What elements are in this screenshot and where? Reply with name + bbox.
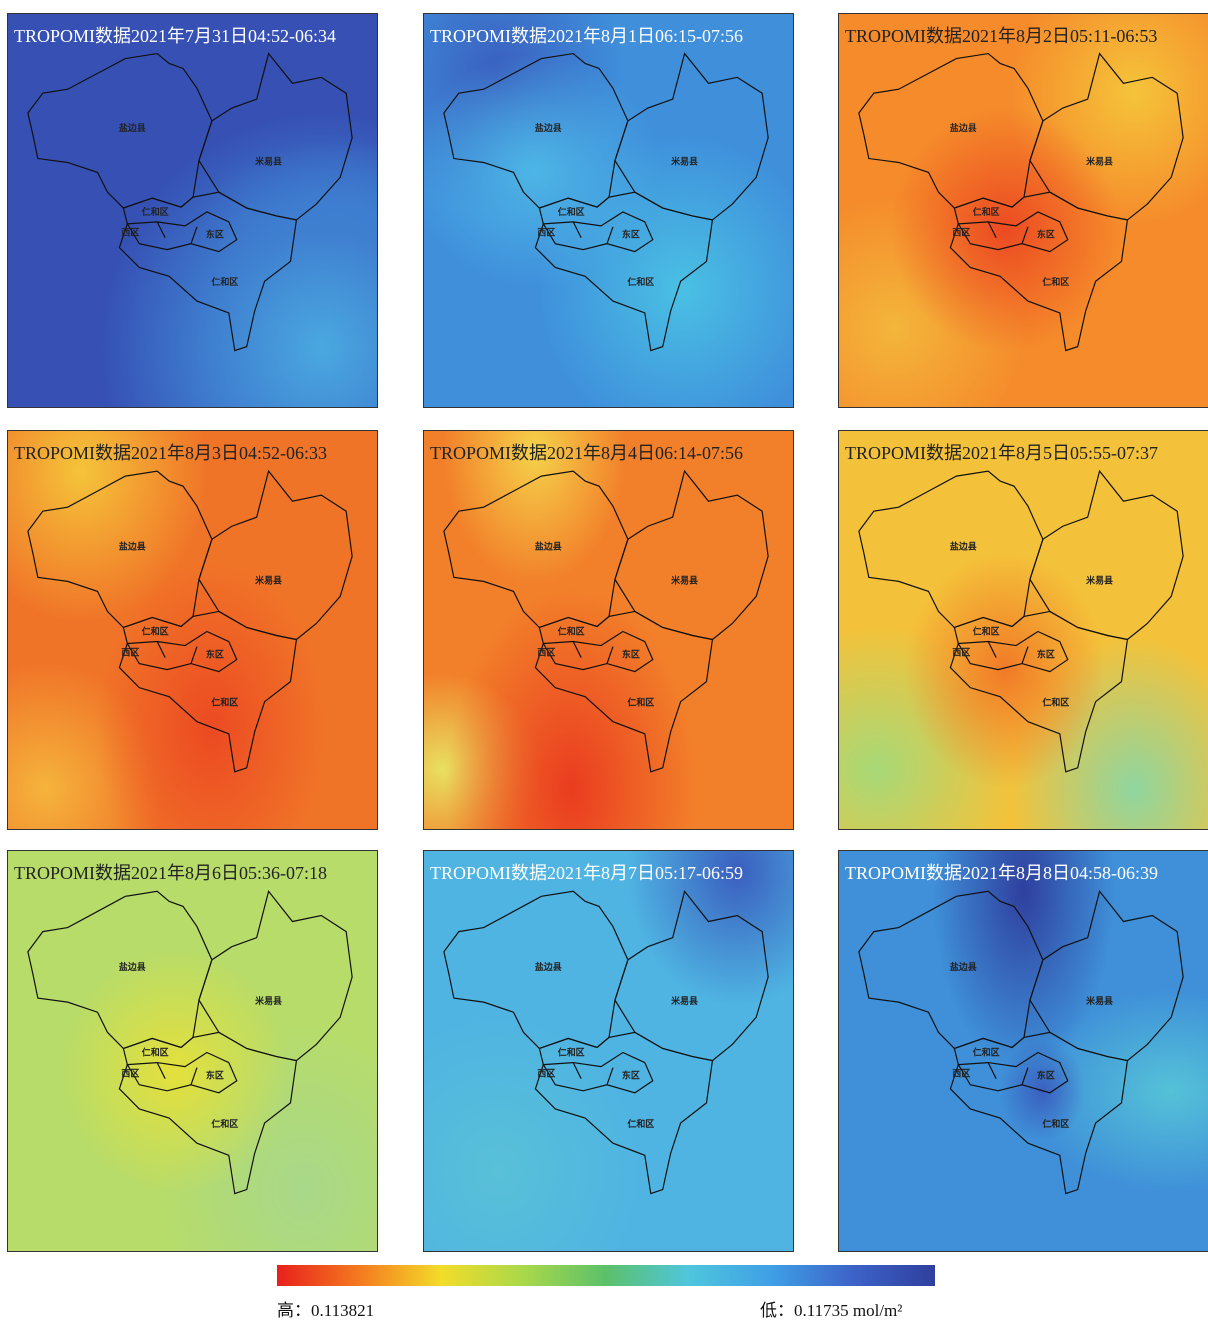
boundary-map: 盐边县米易县仁和区西区东区仁和区	[8, 14, 377, 407]
boundary-map: 盐边县米易县仁和区西区东区仁和区	[8, 851, 377, 1251]
region-label: 盐边县	[119, 961, 146, 973]
legend-high: 高：0.113821	[277, 1296, 374, 1321]
region-label: 仁和区	[142, 1046, 169, 1058]
region-label: 西区	[121, 1069, 139, 1080]
panel-title: TROPOMI数据2021年8月8日04:58-06:39	[845, 859, 1158, 885]
region-label: 盐边县	[950, 122, 977, 134]
panel-title: TROPOMI数据2021年8月3日04:52-06:33	[14, 439, 327, 465]
region-label: 东区	[206, 229, 224, 241]
region-label: 东区	[1037, 229, 1055, 241]
region-label: 仁和区	[973, 206, 1000, 218]
region-label: 东区	[622, 229, 640, 241]
boundary-map: 盐边县米易县仁和区西区东区仁和区	[424, 851, 793, 1251]
region-label: 仁和区	[1042, 1118, 1069, 1130]
region-label: 米易县	[254, 995, 282, 1007]
panel-title: TROPOMI数据2021年8月6日05:36-07:18	[14, 859, 327, 885]
region-label: 盐边县	[950, 961, 977, 973]
boundary	[615, 471, 768, 639]
region-label: 东区	[206, 1070, 224, 1082]
region-label: 仁和区	[211, 697, 238, 709]
region-label: 米易县	[255, 574, 282, 586]
region-label: 盐边县	[535, 961, 562, 973]
region-label: 仁和区	[1042, 697, 1069, 709]
region-label: 东区	[622, 649, 640, 661]
boundary	[1030, 471, 1183, 639]
region-label: 仁和区	[211, 1118, 238, 1130]
panel-title: TROPOMI数据2021年8月5日05:55-07:37	[845, 439, 1158, 465]
region-label: 仁和区	[558, 1046, 585, 1058]
region-label: 仁和区	[973, 625, 1000, 637]
region-label: 西区	[952, 228, 970, 239]
region-label: 米易县	[671, 574, 698, 586]
region-label: 西区	[121, 228, 139, 239]
region-label: 西区	[537, 1069, 555, 1080]
region-label: 仁和区	[211, 276, 238, 288]
boundary	[615, 891, 768, 1060]
region-label: 仁和区	[973, 1046, 1000, 1058]
boundary-map: 盐边县米易县仁和区西区东区仁和区	[424, 14, 793, 407]
region-label: 东区	[1037, 1070, 1055, 1082]
region-label: 西区	[537, 228, 555, 239]
panel-title: TROPOMI数据2021年8月2日05:11-06:53	[845, 22, 1157, 48]
region-label: 盐边县	[950, 540, 977, 552]
boundary-map: 盐边县米易县仁和区西区东区仁和区	[8, 431, 377, 829]
region-label: 仁和区	[142, 625, 169, 637]
region-label: 仁和区	[627, 276, 654, 288]
region-label: 盐边县	[119, 122, 146, 134]
region-label: 仁和区	[627, 697, 654, 709]
region-label: 仁和区	[558, 625, 585, 637]
region-label: 米易县	[1085, 155, 1113, 167]
region-label: 盐边县	[535, 122, 562, 134]
legend-low: 低：0.11735 mol/m²	[760, 1296, 902, 1321]
boundary	[1030, 891, 1183, 1060]
region-label: 米易县	[1086, 574, 1113, 586]
colorbar	[277, 1265, 935, 1286]
region-label: 米易县	[670, 995, 698, 1007]
region-label: 西区	[952, 1069, 970, 1080]
panel-title: TROPOMI数据2021年8月7日05:17-06:59	[430, 859, 743, 885]
boundary	[199, 471, 352, 639]
boundary	[199, 891, 352, 1060]
panel-title: TROPOMI数据2021年8月4日06:14-07:56	[430, 439, 743, 465]
boundary	[615, 54, 768, 220]
region-label: 东区	[206, 649, 224, 661]
page: 高：0.113821 低：0.11735 mol/m² (() => { con…	[0, 0, 1208, 1318]
region-label: 米易县	[1085, 995, 1113, 1007]
boundary-map: 盐边县米易县仁和区西区东区仁和区	[839, 851, 1208, 1251]
region-label: 西区	[121, 648, 139, 659]
region-label: 东区	[1037, 649, 1055, 661]
region-label: 仁和区	[558, 206, 585, 218]
boundary-map: 盐边县米易县仁和区西区东区仁和区	[424, 431, 793, 829]
region-label: 仁和区	[142, 206, 169, 218]
region-label: 盐边县	[535, 540, 562, 552]
region-label: 米易县	[254, 155, 282, 167]
region-label: 东区	[622, 1070, 640, 1082]
region-label: 仁和区	[627, 1118, 654, 1130]
region-label: 盐边县	[119, 540, 146, 552]
region-label: 西区	[537, 648, 555, 659]
boundary	[1030, 54, 1183, 220]
panel-title: TROPOMI数据2021年7月31日04:52-06:34	[14, 22, 336, 48]
region-label: 西区	[952, 648, 970, 659]
boundary-map: 盐边县米易县仁和区西区东区仁和区	[839, 14, 1208, 407]
panel-title: TROPOMI数据2021年8月1日06:15-07:56	[430, 22, 743, 48]
boundary-map: 盐边县米易县仁和区西区东区仁和区	[839, 431, 1208, 829]
region-label: 米易县	[670, 155, 698, 167]
boundary	[199, 54, 352, 220]
region-label: 仁和区	[1042, 276, 1069, 288]
